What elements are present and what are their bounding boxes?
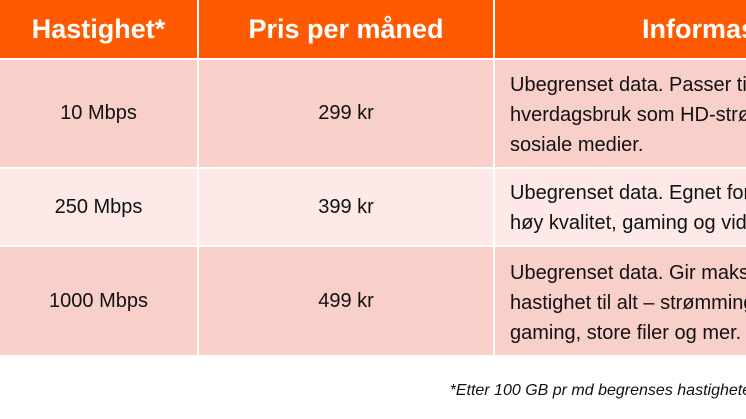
info-line: sosiale medier. — [510, 134, 644, 156]
info-line: gaming, store filer og mer. — [510, 322, 742, 344]
price-cell: 499 kr — [199, 247, 495, 355]
info-line: Ubegrenset data. Egnet for strømming i — [510, 182, 746, 204]
table-header-row: Hastighet* Pris per måned Informasjon — [0, 0, 746, 58]
header-info: Informasjon — [642, 13, 746, 44]
info-line: hastighet til alt – strømming, — [510, 292, 746, 314]
speed-cell: 1000 Mbps — [0, 247, 199, 355]
table-row: 1000 Mbps 499 kr Ubegrenset data. Gir ma… — [0, 247, 746, 355]
header-speed: Hastighet* — [0, 0, 199, 58]
info-line: hverdagsbruk som HD-strømming og — [510, 104, 746, 126]
table-row: 250 Mbps 399 kr Ubegrenset data. Egnet f… — [0, 169, 746, 245]
info-line: Ubegrenset data. Passer til — [510, 74, 746, 96]
info-cell: Ubegrenset data. Gir maksimal hastighet … — [495, 247, 746, 355]
price-cell: 299 kr — [199, 60, 495, 167]
speed-cell: 10 Mbps — [0, 60, 199, 167]
info-cell: Ubegrenset data. Passer til hverdagsbruk… — [495, 60, 746, 167]
price-cell: 399 kr — [199, 169, 495, 245]
info-line: høy kvalitet, gaming og videosamtaler. — [510, 212, 746, 234]
header-price: Pris per måned — [199, 0, 495, 58]
speed-cell: 250 Mbps — [0, 169, 199, 245]
info-cell: Ubegrenset data. Egnet for strømming i h… — [495, 169, 746, 245]
table-row: 10 Mbps 299 kr Ubegrenset data. Passer t… — [0, 60, 746, 167]
footnote: *Etter 100 GB pr md begrenses hastighete… — [449, 382, 746, 399]
price-table: Hastighet* Pris per måned Informasjon 10… — [0, 0, 746, 355]
info-line: Ubegrenset data. Gir maksimal — [510, 262, 746, 284]
